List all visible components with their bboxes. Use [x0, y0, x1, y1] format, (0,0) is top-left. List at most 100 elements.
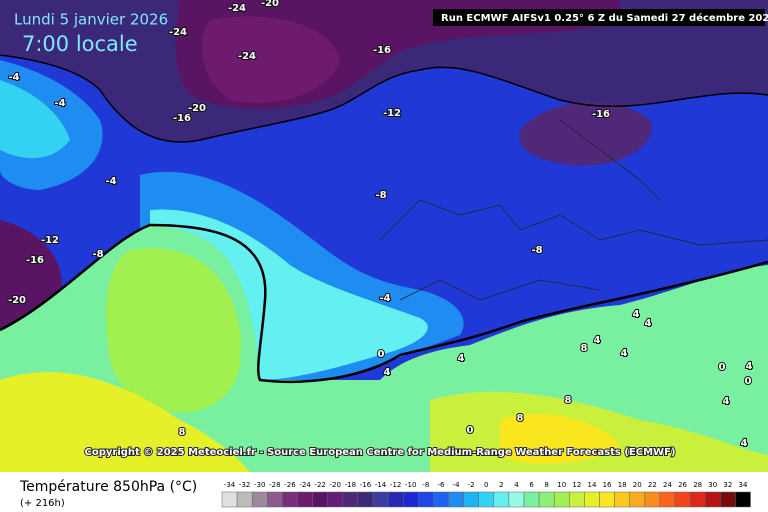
- run-info: Run ECMWF AIFSv1 0.25° 6 Z du Samedi 27 …: [441, 12, 768, 24]
- legend-label: -12: [390, 481, 401, 489]
- contour-label: -8: [375, 190, 386, 201]
- contour-label: 8: [581, 343, 588, 354]
- contour-label: 4: [741, 438, 748, 449]
- legend-swatch: [523, 491, 540, 508]
- legend-swatch: [569, 491, 585, 508]
- legend-label: 30: [708, 481, 717, 489]
- contour-label: 0: [467, 425, 474, 436]
- legend-swatch: [508, 491, 525, 508]
- time: 7:00 locale: [22, 32, 138, 56]
- legend-label: 10: [557, 481, 566, 489]
- legend-label: -2: [468, 481, 475, 489]
- contour-label: -24: [228, 3, 246, 14]
- contour-label: 4: [645, 318, 652, 329]
- contour-label: -16: [592, 109, 610, 120]
- contour-labels: -24 -20-24-16-24-4-4 -20-16 -12 -16-4-8-12-1…: [7, 0, 754, 450]
- contour-label: 8: [179, 427, 186, 438]
- legend-swatch: [493, 491, 510, 508]
- legend-label: 22: [648, 481, 657, 489]
- contour-label: 0: [378, 349, 385, 360]
- legend-label: 4: [514, 481, 519, 489]
- legend-swatch: [538, 491, 555, 508]
- contour-label: -8: [531, 245, 542, 256]
- legend-swatch: [221, 491, 238, 508]
- contour-label: -4: [379, 293, 390, 304]
- legend-label: -18: [345, 481, 356, 489]
- contour-label: 4: [621, 348, 628, 359]
- contour-label: -12: [383, 108, 401, 119]
- legend-label: -20: [330, 481, 341, 489]
- legend-label: 2: [499, 481, 503, 489]
- legend-label: -4: [453, 481, 461, 489]
- isotherm: [0, 54, 768, 143]
- legend-swatch: [720, 491, 736, 508]
- contour-label: -4: [8, 72, 19, 83]
- contour-label: 4: [723, 396, 730, 407]
- legend-label: -32: [239, 481, 250, 489]
- zero-isotherm: [0, 223, 768, 383]
- legend-swatch: [236, 491, 253, 508]
- legend-label: -14: [375, 481, 387, 489]
- contour-label: -16: [173, 113, 191, 124]
- warm-field: [0, 372, 250, 472]
- legend-label: -30: [254, 481, 265, 489]
- footer-title: Température 850hPa (°C): [19, 479, 197, 495]
- legend-label: 32: [723, 481, 732, 489]
- legend-label: 20: [633, 481, 642, 489]
- legend-label: -22: [314, 481, 325, 489]
- contour-label: 8: [517, 413, 524, 424]
- contour-label: -24: [169, 27, 187, 38]
- legend-swatch: [267, 491, 283, 508]
- run-box: [433, 9, 765, 26]
- contour-label: -20: [261, 0, 279, 9]
- legend-label: 18: [618, 481, 627, 489]
- legend-label: -8: [422, 481, 429, 489]
- contour-label: 4: [633, 309, 640, 320]
- lead-time: (+ 216h): [20, 498, 65, 509]
- warm-field: [500, 414, 620, 464]
- legend-swatch: [584, 491, 600, 508]
- legend-swatch: [312, 491, 328, 508]
- contour-label: -8: [92, 249, 103, 260]
- contour-label: 8: [565, 395, 572, 406]
- contour-label: -16: [26, 255, 44, 266]
- contour-label: 4: [594, 335, 601, 346]
- legend-swatch: [372, 491, 389, 508]
- legend-label: -10: [405, 481, 416, 489]
- legend: -34 -32 -30 -28 -26 -24 -22 -20 -18 -16 -14 -12 -10-…: [221, 481, 751, 508]
- cold-core: [201, 16, 340, 104]
- legend-swatch: [478, 491, 495, 508]
- legend-label: 16: [603, 481, 612, 489]
- legend-swatch: [614, 491, 630, 508]
- legend-swatch: [553, 491, 570, 508]
- legend-swatch: [387, 491, 404, 508]
- coastline: [379, 119, 768, 301]
- contour-label: -4: [54, 98, 65, 109]
- contour-label: -24: [238, 51, 256, 62]
- legend-label: 34: [738, 481, 747, 489]
- legend-swatch: [251, 491, 268, 508]
- legend-label: 0: [484, 481, 488, 489]
- legend-label: 6: [529, 481, 534, 489]
- legend-swatch: [418, 491, 434, 508]
- legend-label: -26: [284, 481, 296, 489]
- legend-label: 26: [678, 481, 687, 489]
- legend-swatch: [297, 491, 313, 508]
- legend-swatch: [448, 491, 464, 508]
- legend-label: -34: [224, 481, 236, 489]
- legend-label: -6: [437, 481, 445, 489]
- legend-swatch: [704, 491, 721, 508]
- legend-swatch: [433, 491, 449, 508]
- warm-field: [106, 248, 241, 413]
- contour-label: -20: [8, 295, 26, 306]
- legend-swatch: [735, 491, 751, 508]
- legend-label: -24: [299, 481, 311, 489]
- contour-label: 0: [719, 362, 726, 373]
- date: Lundi 5 janvier 2026: [14, 11, 168, 29]
- legend-swatch: [342, 491, 359, 508]
- copyright: Copyright © 2025 Meteociel.fr - Source E…: [85, 447, 676, 458]
- legend-swatch: [463, 491, 479, 508]
- legend-label: 12: [572, 481, 581, 489]
